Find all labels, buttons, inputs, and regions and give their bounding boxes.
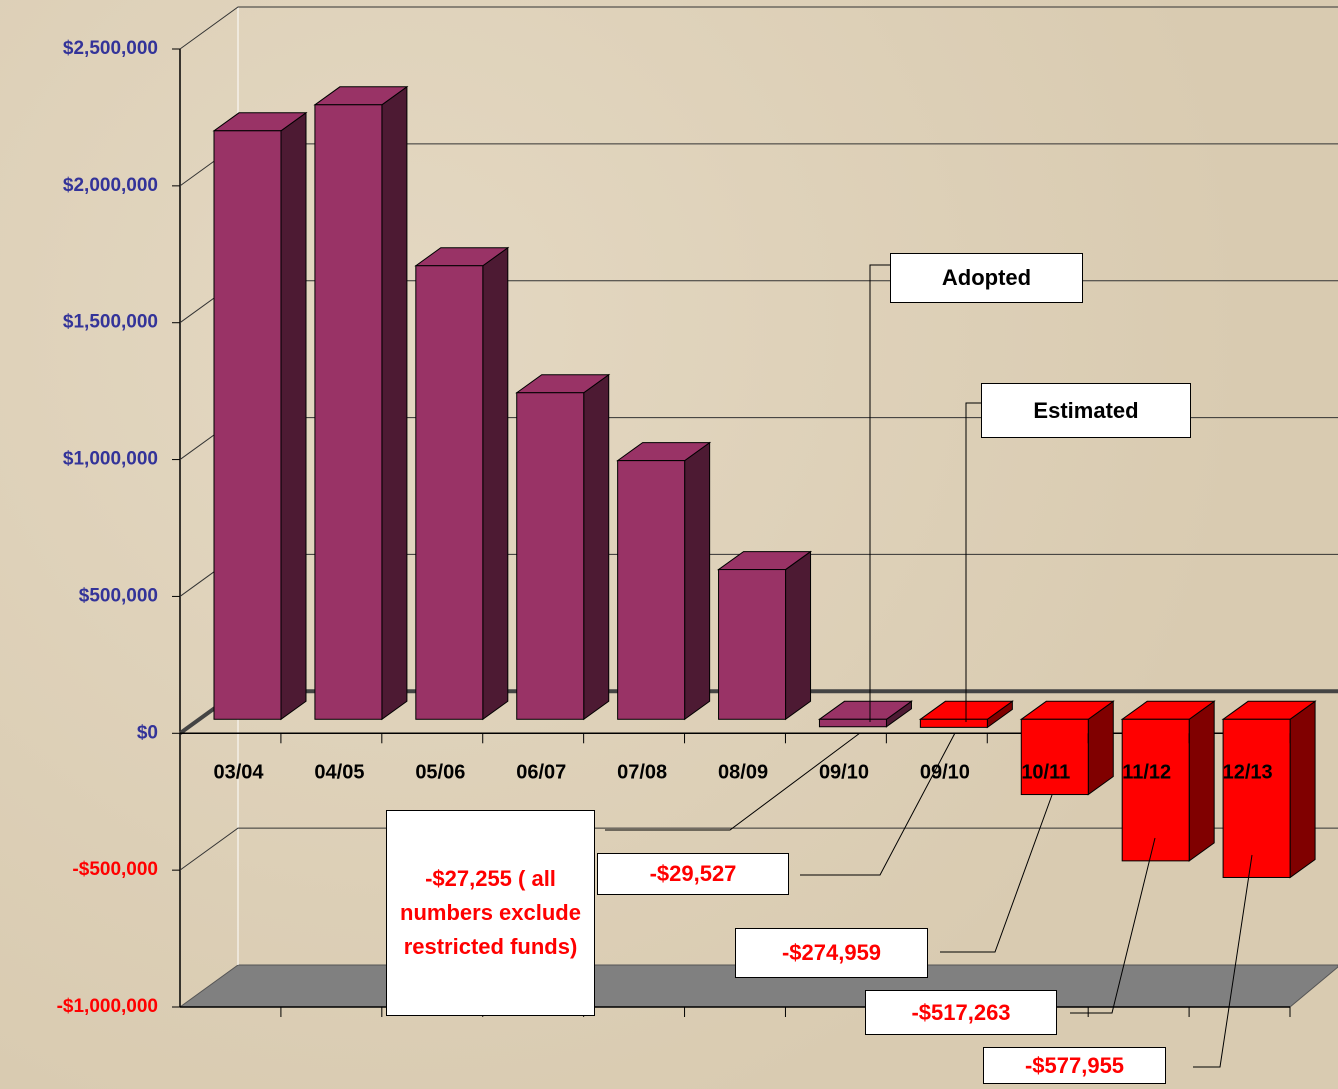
x-tick-label: 12/13 xyxy=(1223,762,1273,784)
bar-side xyxy=(1188,700,1215,862)
bar-side xyxy=(482,246,509,721)
x-tick-label: 03/04 xyxy=(213,762,264,784)
bar xyxy=(919,718,988,728)
bar xyxy=(314,104,383,720)
leader-line xyxy=(869,264,890,722)
bar xyxy=(617,460,686,720)
grid-line xyxy=(179,827,1338,871)
x-tick-label: 10/11 xyxy=(1021,762,1070,784)
x-tick-label: 05/06 xyxy=(415,762,465,784)
y-tick-label: $2,500,000 xyxy=(63,38,158,59)
y-tick-label: -$1,000,000 xyxy=(57,996,158,1017)
x-tick-label: 09/10 xyxy=(920,762,970,784)
leader-line xyxy=(800,732,956,876)
bar-side xyxy=(280,111,307,721)
x-tick-label: 06/07 xyxy=(516,762,566,784)
leader-line xyxy=(940,794,1053,953)
y-tick-label: $500,000 xyxy=(79,585,158,606)
bar xyxy=(1020,718,1089,796)
x-tick-label: 07/08 xyxy=(617,762,667,784)
y-tick-label: $1,000,000 xyxy=(63,449,158,470)
leader-line xyxy=(1070,837,1156,1014)
bar-side xyxy=(785,550,812,721)
x-tick-label: 09/10 xyxy=(819,762,869,784)
grid-line xyxy=(179,6,1338,50)
leader-line xyxy=(965,402,981,722)
annotation: Adopted xyxy=(890,253,1083,303)
value-label: -$577,955 xyxy=(983,1047,1166,1084)
x-tick-label: 04/05 xyxy=(314,762,364,784)
annotation: Estimated xyxy=(981,383,1191,438)
value-label: -$27,255 ( all numbers exclude restricte… xyxy=(386,810,595,1016)
y-tick-label: $2,000,000 xyxy=(63,175,158,196)
y-tick-label: $1,500,000 xyxy=(63,312,158,333)
y-tick-label: -$500,000 xyxy=(72,859,158,880)
value-label: -$29,527 xyxy=(597,853,789,895)
x-tick-label: 11/12 xyxy=(1122,762,1171,784)
bar-side xyxy=(381,85,408,721)
leader-line xyxy=(605,732,861,831)
leader-line xyxy=(1193,854,1253,1068)
y-tick-label: $0 xyxy=(137,722,158,743)
value-label: -$517,263 xyxy=(865,990,1057,1035)
bar xyxy=(818,718,887,728)
x-tick-label: 08/09 xyxy=(718,762,768,784)
bar xyxy=(1222,718,1291,878)
bar-side xyxy=(583,373,610,721)
bar xyxy=(415,265,484,720)
bar xyxy=(1121,718,1190,862)
bar xyxy=(213,130,282,720)
bar-side xyxy=(1289,700,1316,879)
value-label: -$274,959 xyxy=(735,928,928,978)
bar-side xyxy=(684,441,711,721)
bar xyxy=(516,392,585,720)
bar xyxy=(718,569,787,720)
